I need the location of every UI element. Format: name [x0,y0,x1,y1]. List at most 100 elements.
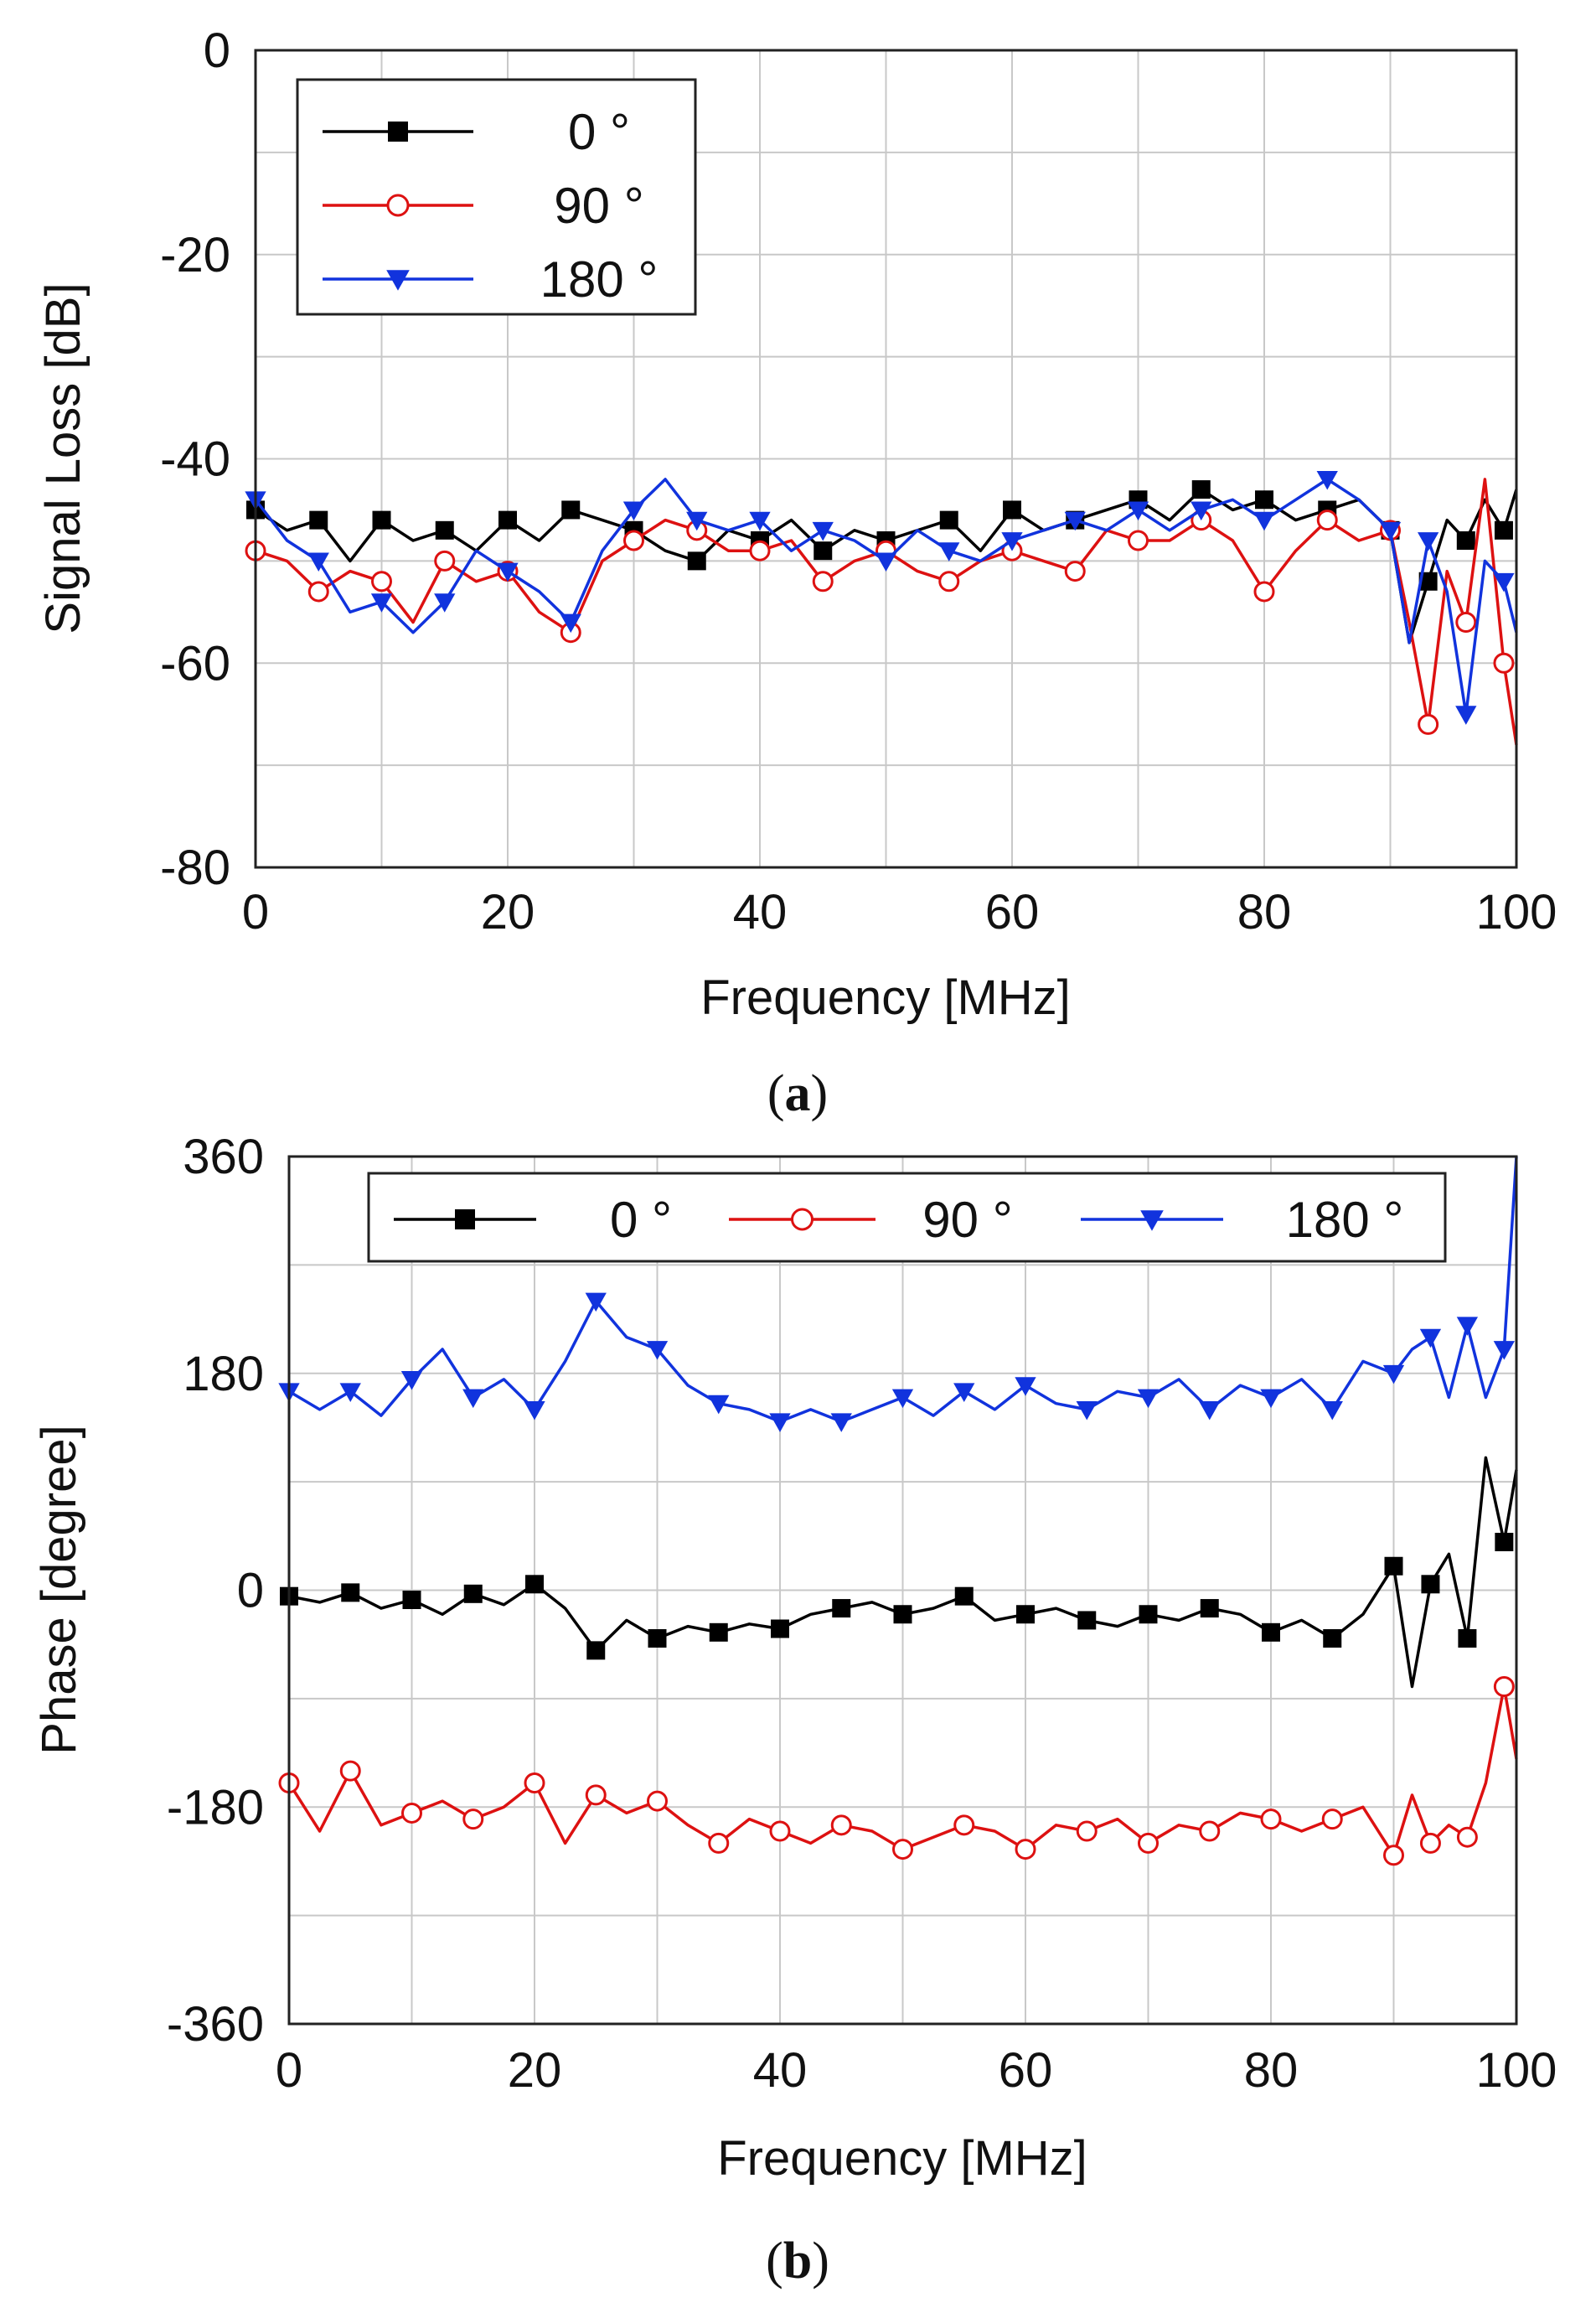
data-point [497,562,519,582]
data-point [1199,1400,1221,1421]
y-tick-label: -360 [167,1997,264,2052]
series-a [245,470,1518,746]
data-point [1382,1364,1405,1384]
x-tick-label: 20 [508,2043,562,2098]
data-point [524,1772,545,1793]
data-point [1077,1611,1097,1630]
data-point [953,1383,975,1402]
data-point [749,511,771,531]
legend-a: 0 ° 90 ° 180 ° [296,78,697,316]
data-point [1418,572,1438,591]
y-axis-label-a: Signal Loss [dB] [36,282,90,634]
legend-marker [791,1208,813,1231]
data-point [307,581,329,603]
x-tick-label: 0 [276,2043,302,2098]
legend-marker [388,122,408,142]
legend-label: 90 ° [922,1192,1012,1248]
data-point [623,530,644,551]
data-point [1128,530,1149,551]
data-point [709,1622,728,1642]
data-point [560,613,581,634]
data-point [708,1395,730,1415]
data-point [1456,1317,1479,1336]
plot-frame-b [287,1155,1518,2026]
data-point [749,540,771,561]
data-point [812,521,834,541]
y-tick-labels-b: 360 180 0 -180 -360 [167,1130,264,2052]
data-point [891,1389,914,1409]
legend-label: 0 ° [610,1192,672,1248]
data-point [463,1584,483,1603]
data-point [771,1619,789,1638]
legend-label: 180 ° [1286,1192,1404,1248]
data-point [1255,490,1273,510]
data-point [1421,1575,1440,1594]
data-point [1200,1599,1219,1618]
x-tick-label: 0 [242,885,269,939]
data-point [1316,470,1338,490]
data-point [769,1820,791,1842]
data-point [341,1583,360,1602]
legend-label: 0 ° [568,104,630,160]
data-point [1456,1826,1478,1848]
legend-box-a [296,78,697,316]
data-point [585,1292,607,1312]
data-point [812,571,834,593]
data-point [1323,1629,1342,1648]
data-point [830,1814,852,1836]
data-point [1139,1605,1158,1624]
data-point [498,510,517,530]
data-point [434,550,456,572]
data-point [1383,1845,1404,1866]
data-point [586,1641,606,1660]
data-point [1494,520,1513,540]
data-point [892,1839,913,1860]
x-axis-label-b: Frequency [MHz] [717,2131,1087,2186]
data-point [1458,1629,1477,1648]
data-point [1493,572,1515,593]
legend-box-b [367,1172,1447,1263]
data-point [1016,1605,1035,1624]
y-tick-label: 0 [204,23,230,78]
legend-marker [455,1209,475,1229]
data-point [307,552,329,572]
caption-a: (a) [767,1065,828,1122]
y-tick-label: -60 [160,636,230,691]
data-point [1015,1377,1036,1396]
y-tick-label: 180 [183,1347,264,1401]
data-point [1076,1820,1098,1842]
data-point [938,571,960,593]
x-tick-label: 40 [753,2043,808,2098]
data-point [1001,532,1023,551]
data-point [832,1599,851,1618]
data-point [400,1371,423,1390]
legend-marker [386,194,410,217]
data-point [1191,480,1211,499]
data-point [1064,511,1086,531]
chart-a: 0 -20 -40 -60 -80 0 20 40 60 80 100 Frequency [MH… [36,23,1557,1122]
data-point [1064,561,1086,582]
data-point [769,1413,791,1432]
data-point [893,1605,912,1624]
legend-marker [386,270,410,291]
data-point [953,1814,975,1836]
data-point [525,1575,544,1594]
data-point [875,552,897,572]
data-point [585,1784,607,1806]
data-point [524,1400,545,1421]
x-tick-label: 60 [985,885,1040,939]
data-point [370,593,393,613]
y-axis-label-b: Phase [degree] [32,1425,86,1754]
data-point [1316,510,1338,531]
data-point [1493,652,1515,674]
data-point [1138,1832,1159,1854]
legend-label: 180 ° [540,251,659,308]
data-point [561,500,581,520]
data-point [1321,1400,1343,1421]
data-point [646,1341,669,1360]
y-tick-label: 360 [183,1130,264,1184]
data-point [339,1383,361,1402]
data-point [1379,521,1402,541]
x-axis-label-a: Frequency [MHz] [700,970,1071,1025]
